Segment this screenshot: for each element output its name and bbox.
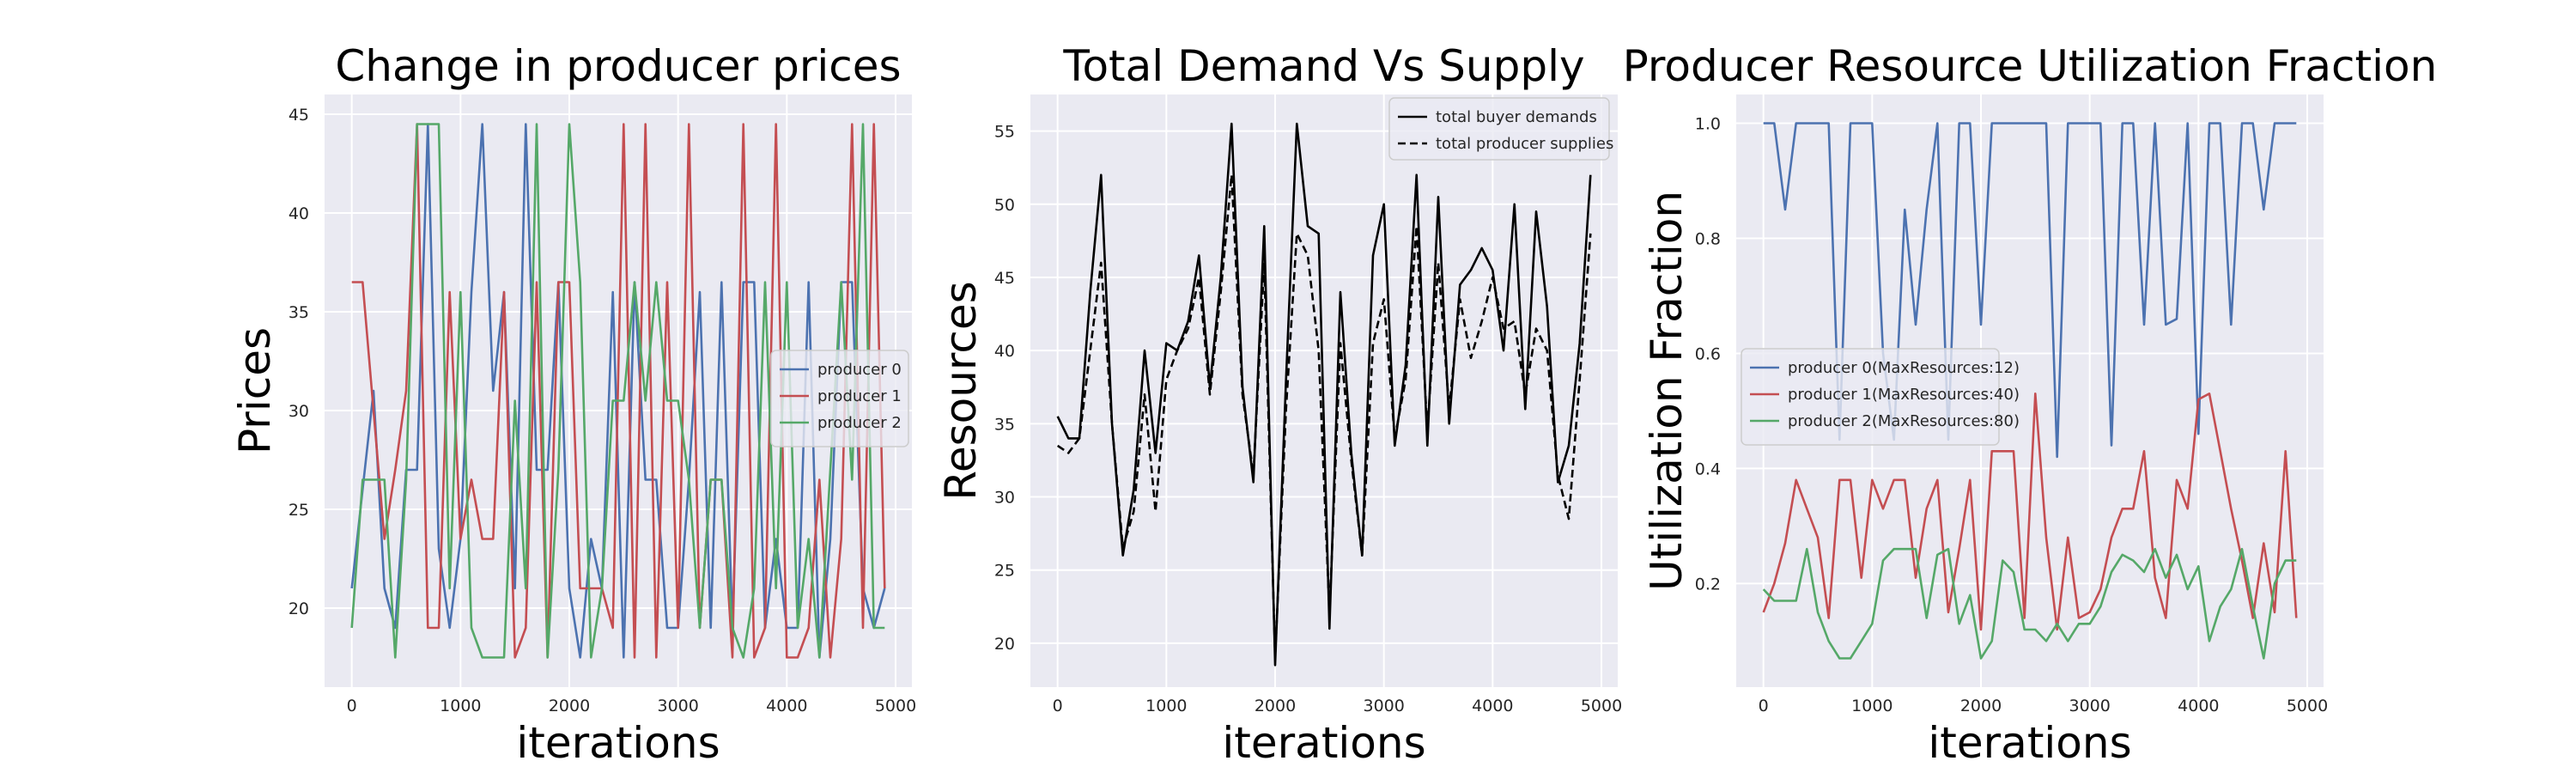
series-line-0 — [1056, 122, 1592, 666]
chart-1: 0 1000 2000 3000 4000 5000 20 25 30 35 40 45 50 55 Tot… — [936, 41, 1622, 768]
legend: producer 0(MaxResources:12) producer 1(Ma… — [1741, 348, 2020, 446]
chart-0: 0 1000 2000 3000 4000 5000 20 25 30 35 40 45 Change … — [230, 41, 916, 768]
x-tick-label: 3000 — [2069, 697, 2110, 715]
x-tick-label: 1000 — [1145, 697, 1187, 715]
x-axis-label: iterations — [1928, 718, 2131, 768]
legend-label-1: producer 1(MaxResources:40) — [1788, 386, 2020, 404]
x-axis-label: iterations — [1222, 718, 1425, 768]
y-tick-label: 20 — [994, 635, 1015, 654]
series-line-2 — [350, 123, 885, 659]
y-tick-label: 0.8 — [1695, 229, 1721, 248]
y-axis-label: Prices — [230, 327, 280, 454]
series-line-2 — [1762, 547, 2297, 660]
chart-title: Producer Resource Utilization Fraction — [1623, 41, 2438, 91]
y-tick-label: 25 — [289, 501, 309, 520]
x-tick-label: 3000 — [1363, 697, 1404, 715]
x-tick-label: 0 — [1759, 697, 1769, 715]
legend-label-1: total producer supplies — [1436, 135, 1613, 153]
legend: producer 0 producer 1 producer 2 — [770, 350, 909, 447]
y-axis-label: Utilization Fraction — [1642, 191, 1692, 591]
y-tick-label: 35 — [994, 415, 1015, 434]
x-tick-label: 4000 — [2178, 697, 2219, 715]
y-tick-label: 55 — [994, 123, 1015, 142]
chart-2: 0 1000 2000 3000 4000 5000 0.2 0.4 0.6 0.8 1.0 Prod… — [1623, 41, 2438, 768]
legend-label-1: producer 1 — [817, 387, 902, 405]
legend-label-0: producer 0 — [817, 361, 902, 379]
legend-label-0: total buyer demands — [1436, 108, 1597, 126]
legend-box — [1741, 348, 2000, 446]
x-tick-label: 4000 — [1472, 697, 1513, 715]
x-tick-label: 5000 — [1581, 697, 1622, 715]
y-tick-label: 0.2 — [1695, 575, 1721, 593]
y-tick-label: 1.0 — [1695, 114, 1721, 133]
series-line-1 — [351, 123, 886, 659]
x-tick-label: 1000 — [440, 697, 481, 715]
x-tick-label: 5000 — [2287, 697, 2328, 715]
y-tick-label: 25 — [994, 562, 1015, 581]
y-tick-label: 45 — [289, 106, 309, 125]
legend: total buyer demands total producer suppli… — [1388, 97, 1613, 161]
y-tick-label: 30 — [994, 489, 1015, 508]
chart-title: Total Demand Vs Supply — [1062, 41, 1584, 91]
legend-label-0: producer 0(MaxResources:12) — [1788, 359, 2020, 377]
series-line-0 — [1763, 122, 2297, 459]
x-tick-label: 2000 — [1960, 697, 2002, 715]
x-tick-label: 1000 — [1851, 697, 1893, 715]
y-tick-label: 40 — [994, 342, 1015, 361]
legend-label-2: producer 2 — [817, 414, 902, 432]
x-tick-label: 0 — [1053, 697, 1063, 715]
x-tick-label: 2000 — [549, 697, 590, 715]
legend-box — [1388, 97, 1610, 161]
y-tick-label: 45 — [994, 269, 1015, 288]
x-tick-label: 5000 — [875, 697, 916, 715]
y-tick-label: 0.6 — [1695, 344, 1721, 363]
x-tick-label: 2000 — [1255, 697, 1296, 715]
legend-label-2: producer 2(MaxResources:80) — [1788, 412, 2020, 430]
y-tick-label: 50 — [994, 196, 1015, 215]
y-tick-label: 40 — [289, 204, 309, 223]
y-tick-label: 0.4 — [1695, 460, 1721, 478]
y-tick-label: 35 — [289, 303, 309, 322]
x-axis-label: iterations — [516, 718, 720, 768]
x-tick-label: 0 — [347, 697, 357, 715]
series-line-1 — [1762, 392, 2298, 631]
x-tick-label: 4000 — [766, 697, 807, 715]
x-tick-label: 3000 — [657, 697, 698, 715]
chart-title: Change in producer prices — [335, 41, 901, 91]
y-axis-label: Resources — [936, 281, 986, 500]
y-tick-label: 20 — [289, 600, 309, 618]
y-tick-label: 30 — [289, 402, 309, 421]
